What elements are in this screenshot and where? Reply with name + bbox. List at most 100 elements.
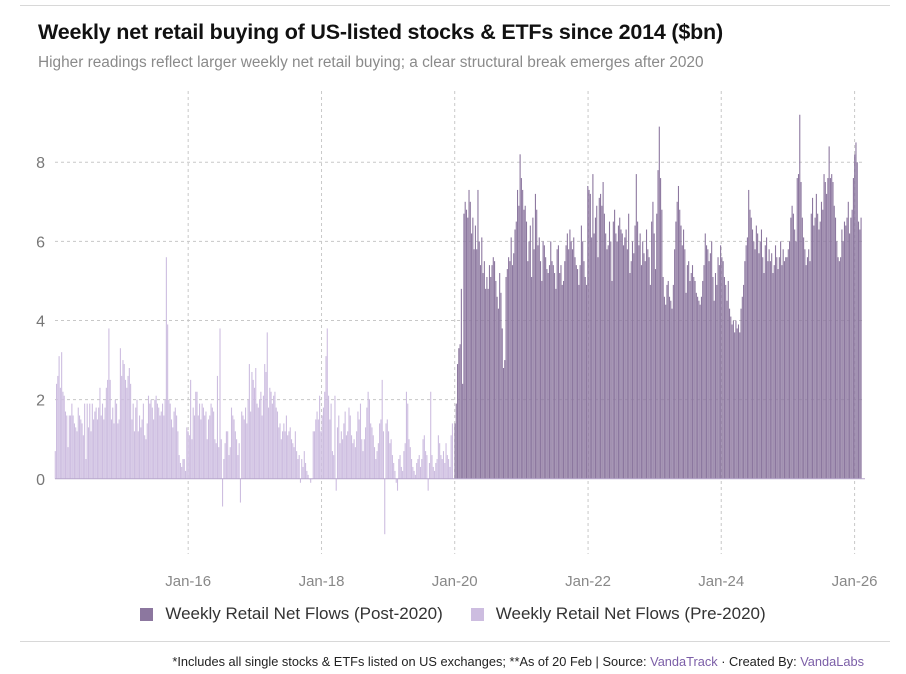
bar-pre-2020	[288, 431, 290, 479]
bar-post-2020	[460, 288, 462, 479]
bar-pre-2020	[193, 415, 196, 479]
bar-post-2020	[587, 185, 589, 479]
bar-pre-2020	[325, 356, 327, 479]
source-link[interactable]: VandaTrack	[650, 654, 718, 669]
bar-pre-2020	[449, 466, 451, 479]
bar-pre-2020	[343, 423, 345, 479]
bar-pre-2020	[197, 415, 199, 479]
bar-post-2020	[573, 237, 575, 479]
bar-post-2020	[772, 273, 774, 479]
bar-pre-2020	[347, 431, 349, 479]
bar-post-2020	[455, 403, 457, 479]
bar-post-2020	[518, 205, 520, 479]
bar-post-2020	[711, 241, 713, 479]
bar-pre-2020	[297, 459, 299, 479]
bar-pre-2020	[298, 455, 300, 479]
bar-post-2020	[556, 249, 558, 479]
bar-post-2020	[565, 245, 567, 479]
x-tick-label: Jan-18	[299, 573, 345, 590]
bar-post-2020	[837, 257, 839, 479]
x-tick-label: Jan-20	[432, 573, 478, 590]
legend-item-pre-2020[interactable]: Weekly Retail Net Flows (Pre-2020)	[470, 604, 766, 624]
bar-pre-2020	[96, 419, 98, 479]
bar-post-2020	[476, 249, 478, 479]
bar-post-2020	[554, 273, 556, 479]
bar-pre-2020	[183, 459, 185, 479]
bar-post-2020	[727, 280, 729, 479]
bar-pre-2020	[428, 462, 430, 479]
bar-pre-2020	[234, 431, 236, 479]
bar-post-2020	[702, 280, 704, 479]
bar-pre-2020	[334, 395, 336, 479]
bar-pre-2020	[151, 407, 153, 479]
bar-pre-2020	[394, 470, 396, 479]
bar-post-2020	[559, 273, 561, 479]
bar-pre-2020	[303, 451, 305, 479]
bar-pre-2020	[399, 455, 401, 479]
bar-post-2020	[773, 265, 775, 479]
bar-post-2020	[629, 273, 631, 479]
bar-pre-2020	[223, 459, 225, 479]
bar-pre-2020	[366, 407, 368, 479]
bar-pre-2020	[425, 451, 427, 479]
bar-pre-2020	[121, 375, 123, 479]
legend-label-post: Weekly Retail Net Flows (Post-2020)	[165, 604, 443, 623]
bar-post-2020	[809, 261, 811, 479]
bar-pre-2020	[63, 395, 65, 479]
bar-post-2020	[467, 217, 469, 479]
bar-post-2020	[649, 284, 651, 479]
bar-pre-2020	[267, 407, 270, 479]
bar-pre-2020	[54, 451, 56, 479]
bar-pre-2020	[260, 391, 262, 479]
bar-post-2020	[754, 249, 756, 479]
bar-pre-2020	[156, 403, 158, 479]
bar-pre-2020	[131, 419, 133, 479]
bar-pre-2020	[414, 474, 416, 479]
bar-pre-2020	[160, 411, 162, 479]
bar-post-2020	[681, 245, 683, 479]
footer-separator: · Created By:	[717, 654, 801, 669]
bar-pre-2020	[147, 395, 150, 479]
bar-pre-2020	[354, 447, 356, 479]
bar-pre-2020	[335, 478, 337, 491]
bar-pre-2020	[224, 443, 226, 479]
bar-post-2020	[522, 189, 524, 479]
bar-pre-2020	[132, 403, 134, 479]
bar-pre-2020	[412, 466, 414, 479]
bar-post-2020	[854, 154, 856, 479]
series-pre-2020	[54, 257, 453, 535]
bar-pre-2020	[227, 431, 229, 479]
bar-pre-2020	[434, 470, 436, 479]
bar-pre-2020	[322, 407, 324, 479]
bar-pre-2020	[75, 427, 77, 479]
bar-pre-2020	[78, 415, 81, 479]
bar-post-2020	[757, 233, 759, 479]
bar-post-2020	[753, 241, 755, 479]
bar-pre-2020	[390, 439, 392, 479]
bar-pre-2020	[123, 364, 125, 479]
x-tick-label: Jan-22	[565, 573, 611, 590]
bar-post-2020	[463, 213, 465, 479]
bar-pre-2020	[137, 431, 139, 479]
bar-pre-2020	[280, 439, 282, 479]
bar-pre-2020	[306, 470, 308, 479]
bar-pre-2020	[274, 391, 276, 479]
bar-post-2020	[679, 209, 681, 479]
x-axis-ticks: Jan-16 Jan-18 Jan-20 Jan-22 Jan-24 Jan-26	[165, 573, 877, 590]
bar-post-2020	[509, 261, 511, 479]
bar-post-2020	[675, 221, 677, 479]
bar-pre-2020	[262, 395, 264, 479]
bar-post-2020	[506, 269, 508, 479]
bar-pre-2020	[104, 407, 106, 479]
bar-pre-2020	[126, 387, 128, 479]
bar-post-2020	[743, 284, 745, 479]
creator-link[interactable]: VandaLabs	[800, 654, 864, 669]
bar-post-2020	[465, 209, 468, 479]
bar-pre-2020	[154, 399, 156, 479]
bar-pre-2020	[407, 403, 409, 479]
legend-item-post-2020[interactable]: Weekly Retail Net Flows (Post-2020)	[140, 604, 443, 624]
bar-pre-2020	[187, 431, 189, 479]
bar-pre-2020	[236, 439, 238, 479]
bar-post-2020	[608, 221, 611, 479]
bar-pre-2020	[196, 391, 198, 479]
